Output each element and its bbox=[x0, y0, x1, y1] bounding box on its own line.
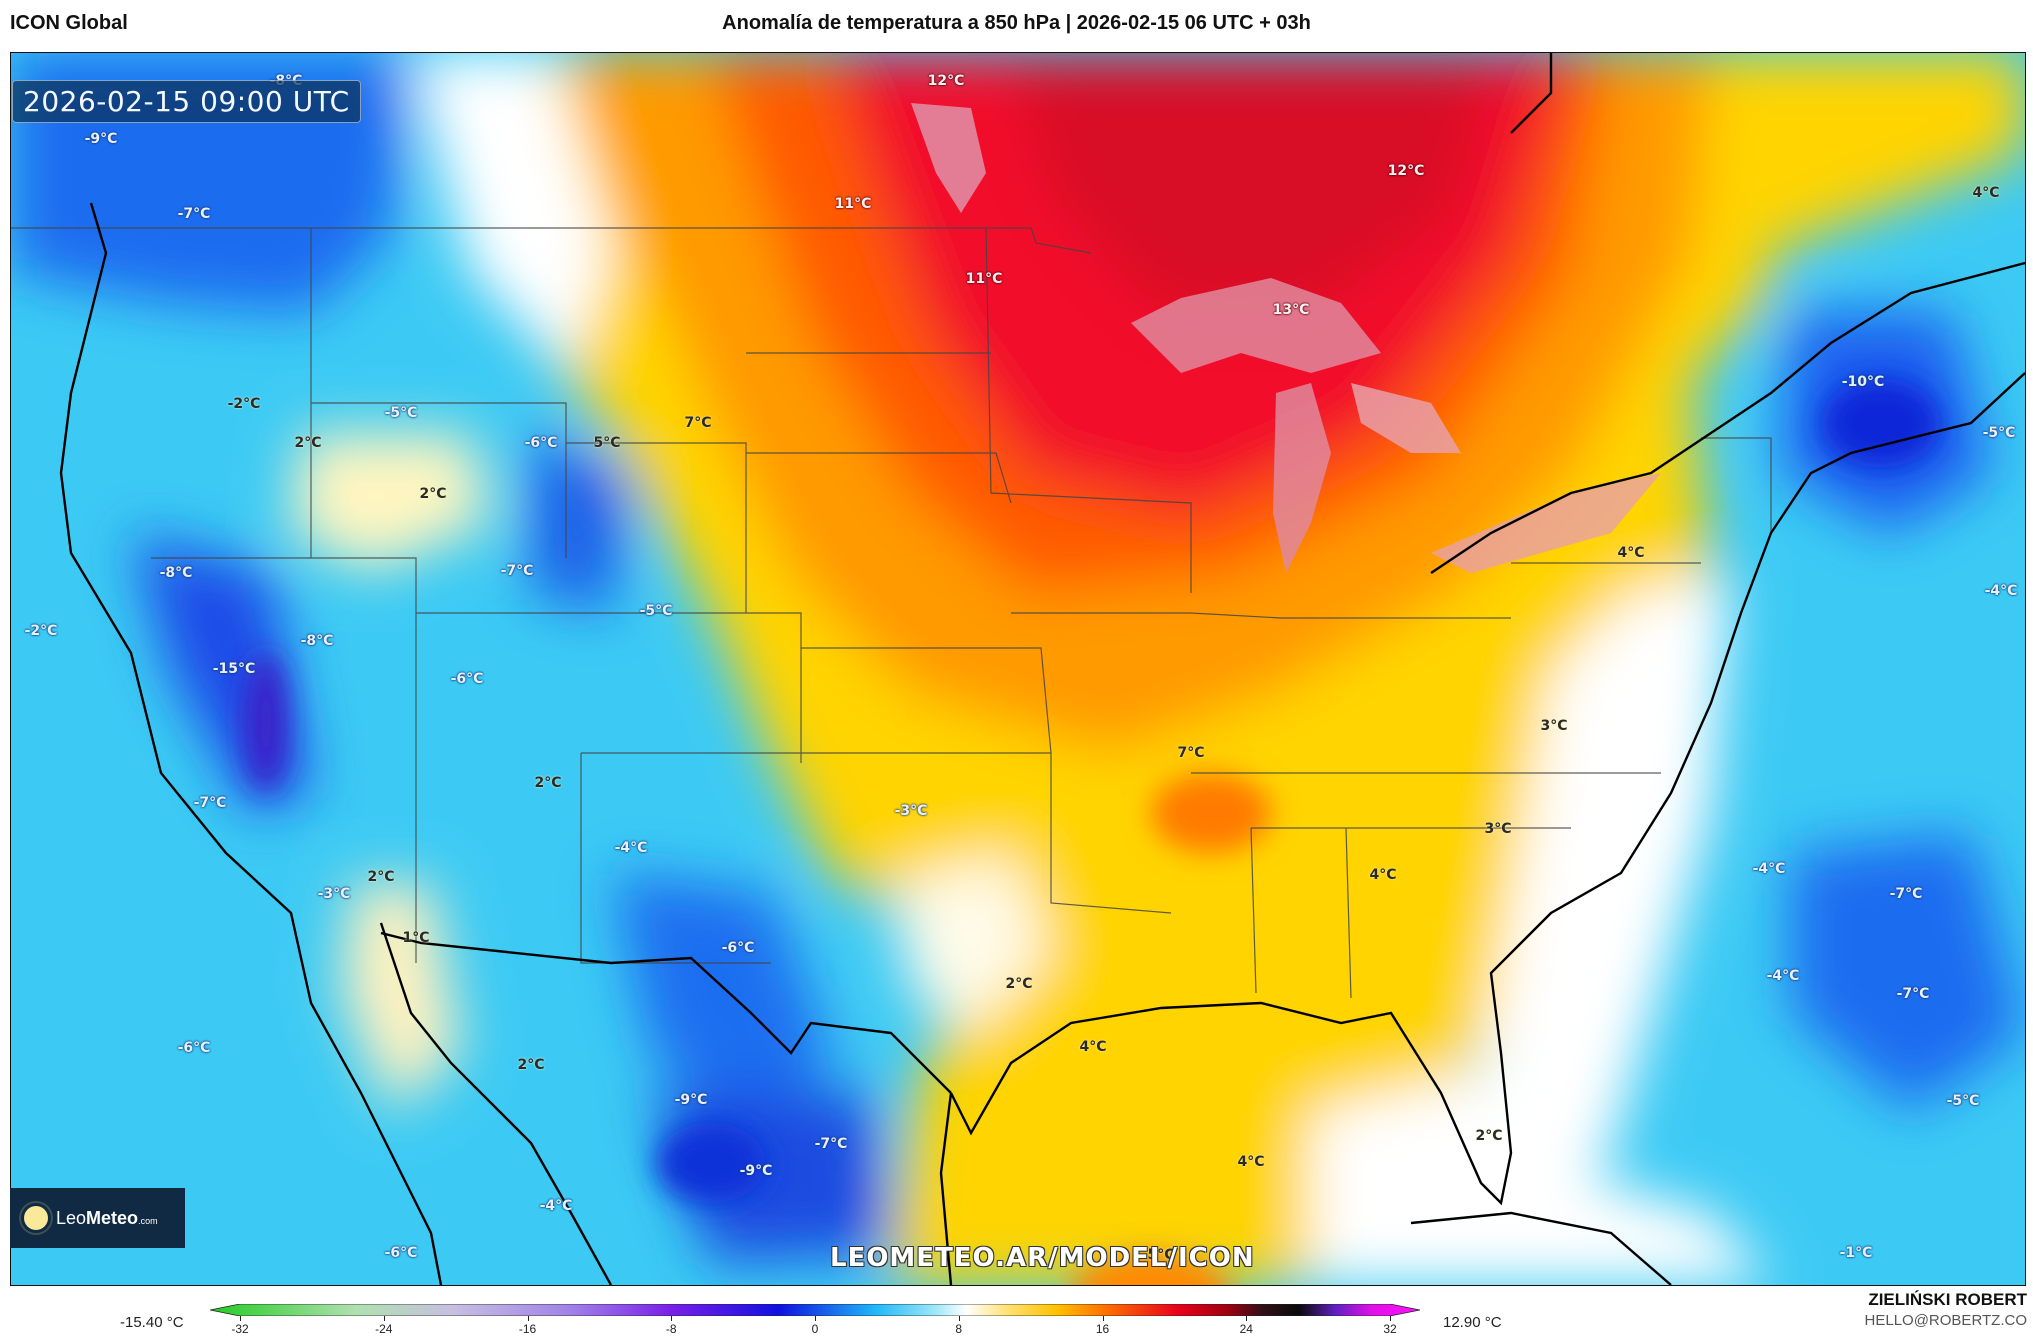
temperature-label: -2°C bbox=[24, 623, 58, 639]
logo-prefix: Leo bbox=[56, 1207, 87, 1228]
temperature-label: -4°C bbox=[539, 1198, 573, 1214]
temperature-label: 2°C bbox=[1475, 1128, 1503, 1144]
colorbar-tick-label: 0 bbox=[811, 1322, 819, 1336]
temperature-label: -6°C bbox=[721, 940, 755, 956]
temperature-label: -4°C bbox=[1984, 583, 2018, 599]
temperature-label: 12°C bbox=[927, 73, 965, 89]
temperature-label: 2°C bbox=[294, 435, 322, 451]
temperature-label: 4°C bbox=[1972, 185, 2000, 201]
temperature-label: -10°C bbox=[1841, 374, 1885, 390]
temperature-label: 5°C bbox=[593, 435, 621, 451]
temperature-label: -5°C bbox=[1982, 425, 2016, 441]
temperature-label: -7°C bbox=[500, 563, 534, 579]
temperature-label: 2°C bbox=[1005, 976, 1033, 992]
temperature-label: -5°C bbox=[639, 603, 673, 619]
temperature-label: 7°C bbox=[1177, 745, 1205, 761]
chart-title: Anomalía de temperatura a 850 hPa | 2026… bbox=[722, 12, 1311, 34]
temperature-label: 3°C bbox=[1540, 718, 1568, 734]
colorbar-tick-mark bbox=[527, 1316, 529, 1321]
colorbar-tick-mark bbox=[1246, 1316, 1248, 1321]
temperature-label: 4°C bbox=[1079, 1039, 1107, 1055]
colorbar-tick-label: 32 bbox=[1383, 1322, 1397, 1336]
temperature-label: -3°C bbox=[894, 803, 928, 819]
temperature-label: -6°C bbox=[450, 671, 484, 687]
temperature-label: 11°C bbox=[965, 271, 1003, 287]
colorbar-max-value: 12.90 °C bbox=[1443, 1314, 1502, 1331]
temperature-label: -4°C bbox=[614, 840, 648, 856]
temperature-label: 2°C bbox=[367, 869, 395, 885]
colorbar-tick-label: 16 bbox=[1095, 1322, 1110, 1336]
temperature-label: -15°C bbox=[212, 661, 256, 677]
temperature-label: -9°C bbox=[739, 1163, 773, 1179]
author-email[interactable]: HELLO@ROBERTZ.CO bbox=[1864, 1312, 2027, 1329]
temperature-label: -9°C bbox=[674, 1092, 708, 1108]
author-credit: ZIELIŃSKI ROBERT HELLO@ROBERTZ.CO bbox=[1865, 1290, 2027, 1329]
temperature-label: -6°C bbox=[177, 1040, 211, 1056]
colorbar-tick-mark bbox=[1102, 1316, 1104, 1321]
temperature-label: 2°C bbox=[534, 775, 562, 791]
colorbar-min-value: -15.40 °C bbox=[120, 1314, 184, 1331]
colorbar-tick-mark bbox=[815, 1316, 816, 1321]
temperature-label: 13°C bbox=[1272, 302, 1310, 318]
temperature-label: 5°C bbox=[1147, 1247, 1175, 1263]
colorbar-tick-mark bbox=[240, 1316, 241, 1321]
colorbar-tick-mark bbox=[958, 1316, 960, 1321]
temperature-label: 12°C bbox=[1387, 163, 1425, 179]
temperature-anomaly-map[interactable]: -8°C -9°C -7°C 12°C 11°C 11°C 12°C 13°C 4°C -10°C… bbox=[10, 52, 2026, 1286]
colorbar-tick-label: 8 bbox=[955, 1322, 963, 1336]
valid-time-badge: 2026-02-15 09:00 UTC bbox=[12, 80, 361, 123]
author-name: ZIELIŃSKI ROBERT bbox=[1868, 1290, 2027, 1309]
temperature-label: -6°C bbox=[384, 1245, 418, 1261]
temperature-label: -2°C bbox=[227, 396, 261, 412]
model-name: ICON Global bbox=[10, 12, 128, 34]
temperature-label: -8°C bbox=[159, 565, 193, 581]
colorbar-gradient bbox=[210, 1304, 1420, 1316]
temperature-label: 7°C bbox=[684, 415, 712, 431]
temperature-label: -7°C bbox=[1889, 886, 1923, 902]
temperature-label: 4°C bbox=[1369, 867, 1397, 883]
colorbar-tick-mark bbox=[671, 1316, 673, 1321]
temperature-label: -4°C bbox=[1752, 861, 1786, 877]
colorbar-tick-label: -8 bbox=[665, 1322, 677, 1336]
temperature-label: 3°C bbox=[1484, 821, 1512, 837]
temperature-label: 11°C bbox=[834, 196, 872, 212]
logo-bold: Meteo bbox=[86, 1207, 139, 1228]
temperature-label: 2°C bbox=[517, 1057, 545, 1073]
colorbar-tick-mark bbox=[1390, 1316, 1391, 1321]
temperature-label: -6°C bbox=[524, 435, 558, 451]
source-watermark: LEOMETEO.AR/MODEL/ICON bbox=[830, 1243, 1255, 1273]
colorbar: -15.40 °C bbox=[0, 1300, 2033, 1339]
map-field bbox=[11, 53, 2025, 1285]
temperature-label: -1°C bbox=[1839, 1245, 1873, 1261]
colorbar-tick-mark bbox=[383, 1316, 385, 1321]
temperature-label: -3°C bbox=[317, 886, 351, 902]
temperature-label: 4°C bbox=[1617, 545, 1645, 561]
temperature-label: 4°C bbox=[1237, 1154, 1265, 1170]
temperature-label: -5°C bbox=[384, 405, 418, 421]
logo-suffix: .com bbox=[138, 1215, 158, 1226]
temperature-label: -4°C bbox=[1766, 968, 1800, 984]
temperature-label: 1°C bbox=[402, 930, 430, 946]
colorbar-tick-label: -24 bbox=[375, 1322, 393, 1336]
leometeo-logo: LeoMeteo.com bbox=[10, 1188, 185, 1248]
temperature-label: -7°C bbox=[177, 206, 211, 222]
sun-icon bbox=[24, 1206, 48, 1230]
temperature-label: -7°C bbox=[193, 795, 227, 811]
colorbar-tick-label: 24 bbox=[1239, 1322, 1253, 1336]
temperature-label: -5°C bbox=[1946, 1093, 1980, 1109]
colorbar-tick-label: -16 bbox=[518, 1322, 537, 1336]
temperature-label: -7°C bbox=[1896, 986, 1930, 1002]
temperature-label: 2°C bbox=[419, 486, 447, 502]
logo-text: LeoMeteo.com bbox=[56, 1208, 158, 1229]
temperature-label: -9°C bbox=[84, 131, 118, 147]
temperature-label: -8°C bbox=[300, 633, 334, 649]
colorbar-tick-label: -32 bbox=[231, 1322, 249, 1336]
temperature-label: -7°C bbox=[814, 1136, 848, 1152]
